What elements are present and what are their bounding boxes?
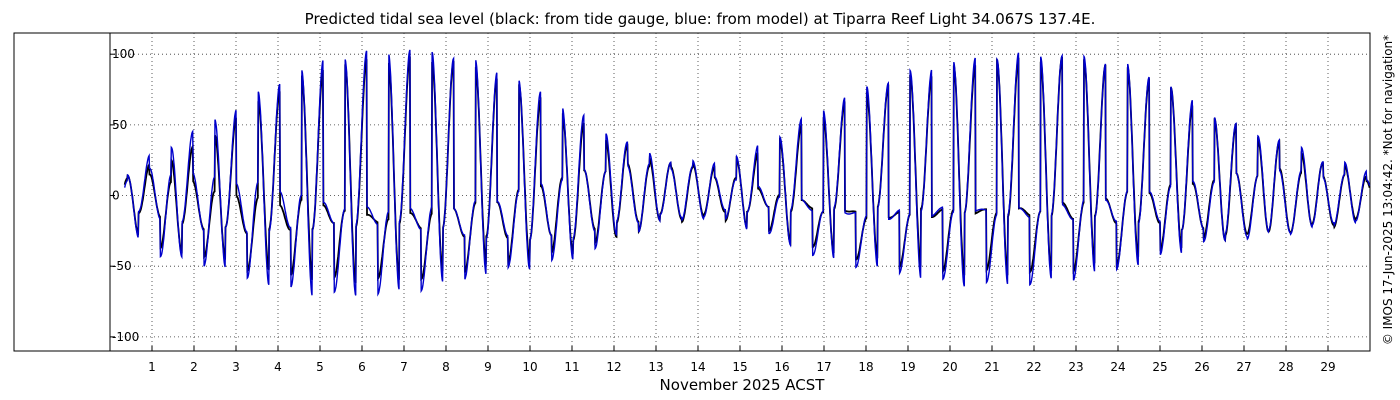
x-tick-label: 2 (190, 360, 198, 374)
x-tick-label: 26 (1194, 360, 1209, 374)
x-tick-label: 12 (606, 360, 621, 374)
x-tick-label: 16 (774, 360, 789, 374)
x-tick-label: 21 (984, 360, 999, 374)
y-tick-label: 50 (112, 118, 127, 132)
series-line-model (124, 49, 1371, 297)
y-tick-label: 0 (112, 189, 120, 203)
x-tick-label: 5 (316, 360, 324, 374)
x-tick-label: 1 (148, 360, 156, 374)
x-tick-label: 6 (358, 360, 366, 374)
x-tick-label: 8 (442, 360, 450, 374)
x-tick-label: 28 (1278, 360, 1293, 374)
x-tick-label: 20 (942, 360, 957, 374)
y-tick-label: -50 (112, 259, 132, 273)
x-tick-label: 27 (1236, 360, 1251, 374)
x-tick-label: 18 (858, 360, 873, 374)
x-tick-label: 22 (1026, 360, 1041, 374)
x-axis-label: November 2025 ACST (660, 376, 826, 394)
plot-area-frame (13, 32, 1371, 352)
copyright-side-label: © IMOS 17-Jun-2025 13:04:42. *Not for na… (1381, 35, 1395, 345)
x-tick-label: 19 (900, 360, 915, 374)
x-tick-label: 10 (522, 360, 537, 374)
x-axis-ticks: 1 2 3 4 5 6 7 8 9 10 11 12 13 14 15 16 17 18 19 20 21 22 23 24 2… (148, 346, 1336, 374)
x-tick-label: 29 (1320, 360, 1335, 374)
series-layer (123, 49, 1371, 297)
y-tick-label: 100 (112, 47, 135, 61)
y-tick-label: -100 (112, 330, 139, 344)
x-tick-label: 13 (648, 360, 663, 374)
x-tick-label: 11 (564, 360, 579, 374)
x-tick-label: 3 (232, 360, 240, 374)
x-tick-label: 25 (1152, 360, 1167, 374)
x-tick-label: 4 (274, 360, 282, 374)
x-tick-label: 9 (484, 360, 492, 374)
x-tick-label: 17 (816, 360, 831, 374)
x-tick-label: 15 (732, 360, 747, 374)
x-tick-label: 23 (1068, 360, 1083, 374)
x-tick-label: 14 (690, 360, 705, 374)
x-tick-label: 24 (1110, 360, 1125, 374)
chart-title: Predicted tidal sea level (black: from t… (305, 10, 1096, 28)
x-tick-label: 7 (400, 360, 408, 374)
y-axis-ticks: 100 50 0 -50 -100 (110, 47, 139, 344)
